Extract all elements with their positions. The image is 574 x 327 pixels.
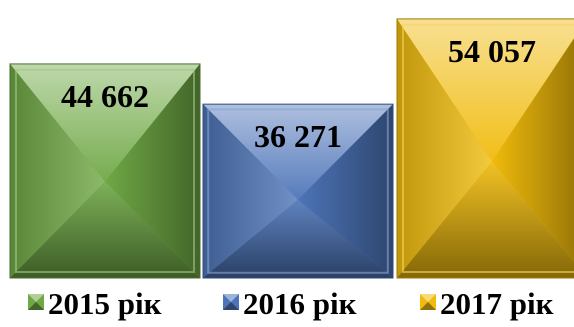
value-label-2: 36 271 [254,118,342,154]
legend-item-2: 2016 рік [223,286,357,321]
bar-face-right [298,104,393,278]
value-labels-group: 44 662 36 271 54 057 [61,33,536,154]
bar-face-bottom [10,181,200,278]
bar-1 [9,63,201,279]
bar-face-right [492,38,574,263]
bar-bevel [15,68,195,273]
bar-outline [202,103,394,279]
bar-face-bottom [397,161,574,278]
legend-item-3: 2017 рік [420,286,554,321]
bar-face-left [203,104,298,278]
bar-face-bottom [203,199,393,278]
legend: 2015 рік 2016 рік 2017 рік [28,286,554,321]
value-label-3: 54 057 [448,33,536,69]
bars-group [9,18,574,279]
bar-2 [202,103,394,279]
legend-label-1: 2015 рік [48,286,162,321]
value-label-1: 44 662 [61,78,149,114]
bar-outline [9,63,201,279]
bar-3 [396,18,574,279]
legend-item-1: 2015 рік [28,286,162,321]
bar-bevel [207,108,389,274]
legend-label-3: 2017 рік [440,286,554,321]
bar-bevel [402,23,574,274]
bar-outline [396,18,574,279]
bar-face-top [10,63,200,182]
legend-label-2: 2016 рік [243,286,357,321]
bar-face-top [203,104,393,200]
bar-face-top [397,18,574,162]
bar-face-left [10,63,105,278]
bar-face-left [397,18,492,279]
bar-face-right [105,63,200,278]
